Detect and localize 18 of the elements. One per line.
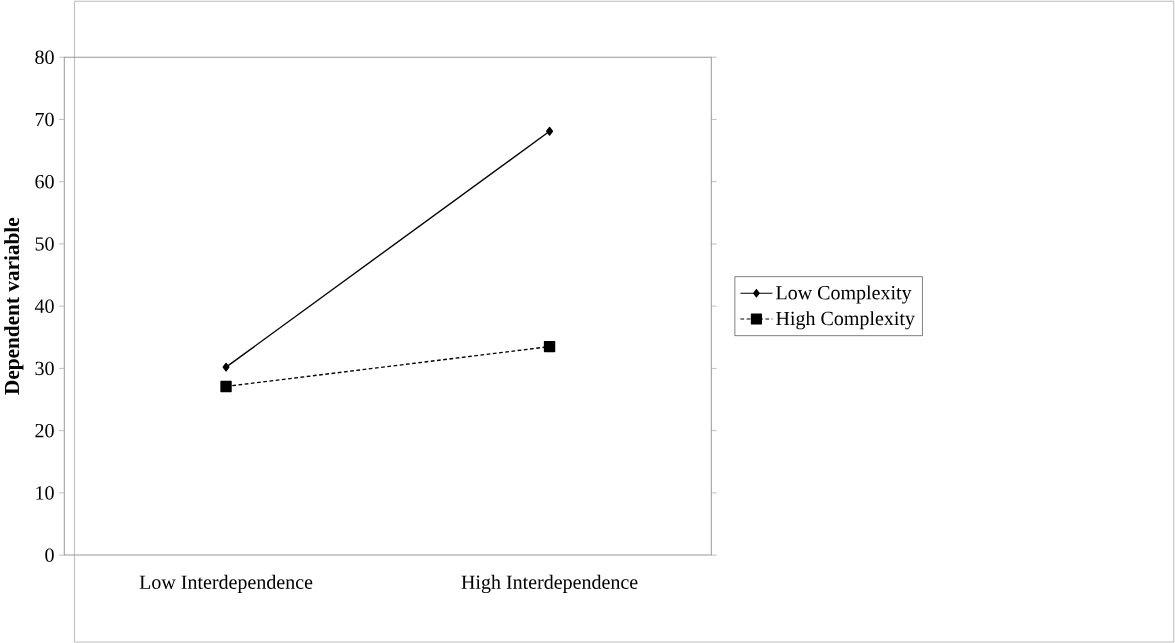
legend-label: High Complexity xyxy=(776,311,915,330)
y-tick-label: 0 xyxy=(45,548,54,562)
point xyxy=(546,126,554,136)
y-tick-label: 10 xyxy=(36,486,54,500)
y-tick-label: 30 xyxy=(35,361,54,376)
point xyxy=(222,362,230,372)
y-tick-label: 50 xyxy=(35,237,54,251)
x-tick-label: High Interdependence xyxy=(461,574,638,593)
x-tick-label: Low Interdependence xyxy=(139,574,313,593)
point xyxy=(543,340,556,353)
y-axis-title: Dependent variable xyxy=(4,217,24,395)
legend-label: Low Complexity xyxy=(776,285,912,304)
y-tick-label: 60 xyxy=(35,174,54,189)
y-tick-label: 80 xyxy=(35,50,54,64)
y-tick-label: 20 xyxy=(35,423,54,438)
y-tick-label: 70 xyxy=(35,112,54,127)
y-tick-label: 40 xyxy=(34,299,54,313)
point xyxy=(220,380,232,393)
